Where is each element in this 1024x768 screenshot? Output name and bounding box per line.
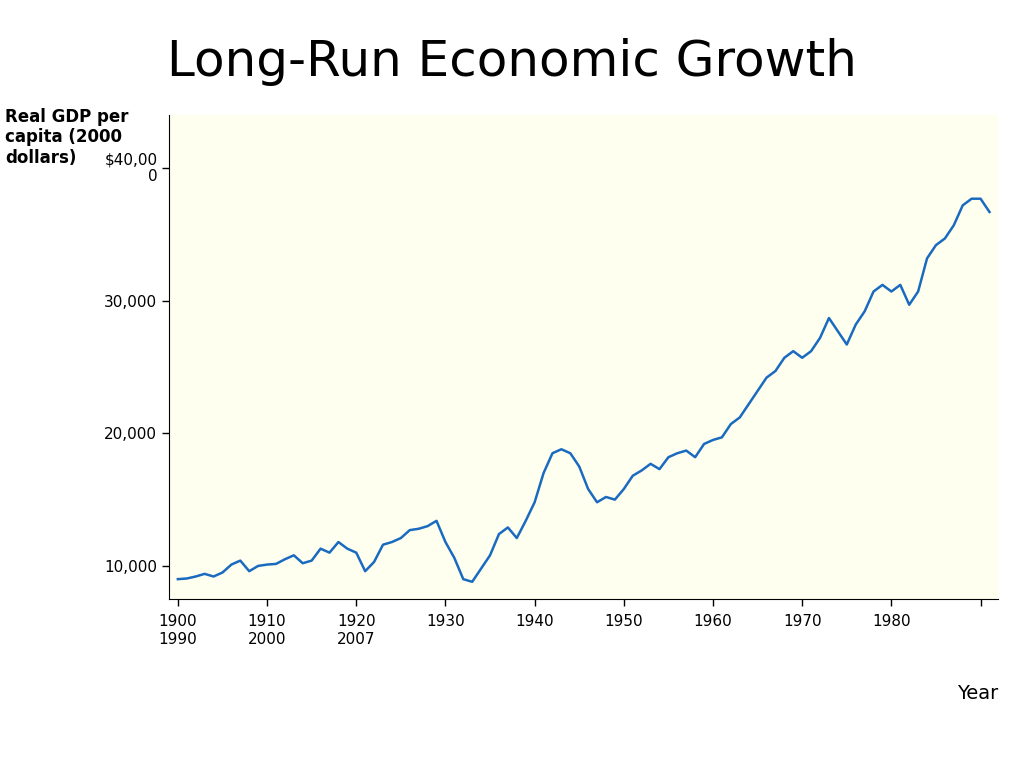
Text: 1940: 1940 [515, 614, 554, 630]
Text: $40,00
0: $40,00 0 [104, 152, 158, 184]
Text: 1950: 1950 [604, 614, 643, 630]
Text: 1920
2007: 1920 2007 [337, 614, 376, 647]
Text: 1900
1990: 1900 1990 [159, 614, 198, 647]
Text: 1910
2000: 1910 2000 [248, 614, 287, 647]
Text: Year: Year [957, 684, 998, 703]
Text: 1970: 1970 [783, 614, 821, 630]
Text: Real GDP per
capita (2000
dollars): Real GDP per capita (2000 dollars) [5, 108, 129, 167]
Text: 1980: 1980 [872, 614, 910, 630]
Text: Long-Run Economic Growth: Long-Run Economic Growth [167, 38, 857, 87]
Text: 1960: 1960 [693, 614, 732, 630]
Text: 1930: 1930 [426, 614, 465, 630]
